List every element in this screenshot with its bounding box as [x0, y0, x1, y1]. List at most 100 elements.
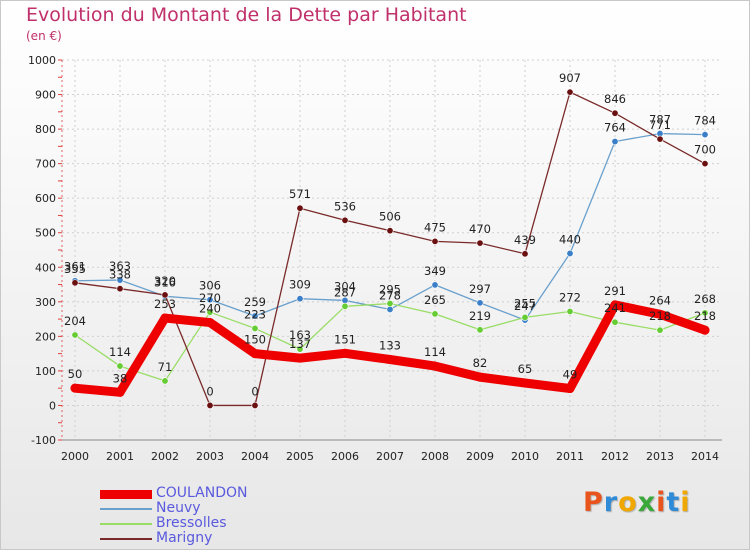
data-point	[565, 384, 575, 394]
data-point	[160, 313, 170, 323]
data-point	[251, 312, 259, 320]
legend-swatch	[100, 508, 152, 510]
data-point	[566, 88, 574, 96]
data-label: 150	[244, 333, 266, 347]
y-tick-label: 600	[35, 192, 56, 205]
data-label: 338	[109, 268, 131, 282]
data-label: 259	[244, 295, 266, 309]
data-point	[206, 401, 214, 409]
data-point	[610, 300, 620, 310]
y-tick-label: 200	[35, 330, 56, 343]
data-point	[251, 324, 259, 332]
data-point	[430, 361, 440, 371]
data-label: 764	[604, 121, 626, 135]
y-tick-label: -100	[31, 434, 56, 447]
data-point	[521, 250, 529, 258]
data-label: 295	[379, 283, 401, 297]
data-label: 49	[563, 368, 578, 382]
x-tick-label: 2004	[241, 450, 269, 463]
legend-label: Marigny	[156, 530, 213, 546]
data-label: 278	[379, 288, 401, 302]
data-label: 204	[64, 314, 86, 328]
data-point	[656, 135, 664, 143]
data-point	[341, 216, 349, 224]
data-label: 71	[158, 360, 173, 374]
x-tick-label: 2006	[331, 450, 359, 463]
data-point	[385, 355, 395, 365]
data-point	[251, 401, 259, 409]
legend-label: Neuvy	[156, 500, 201, 516]
x-tick-label: 2005	[286, 450, 314, 463]
y-tick-label: 900	[35, 89, 56, 102]
y-tick-label: 400	[35, 261, 56, 274]
data-point	[431, 310, 439, 318]
data-point	[116, 276, 124, 284]
data-label: 440	[559, 232, 581, 246]
x-tick-label: 2007	[376, 450, 404, 463]
data-label: 163	[289, 328, 311, 342]
data-point	[205, 318, 215, 328]
data-label: 571	[289, 187, 311, 201]
proxiti-logo: Proxiti	[583, 487, 691, 518]
y-tick-label: 500	[35, 227, 56, 240]
data-point	[206, 296, 214, 304]
data-label: 50	[68, 367, 83, 381]
data-label: 784	[694, 114, 716, 128]
legend-swatch	[100, 489, 152, 499]
data-label: 475	[424, 220, 446, 234]
data-point	[296, 204, 304, 212]
x-tick-label: 2014	[691, 450, 719, 463]
data-label: 272	[559, 290, 581, 304]
legend-item: Neuvy	[100, 500, 360, 516]
data-point	[701, 160, 709, 168]
data-label: 255	[514, 296, 536, 310]
data-point	[431, 237, 439, 245]
data-label: 316	[154, 275, 176, 289]
data-label: 240	[199, 302, 221, 316]
data-point	[206, 308, 214, 316]
data-label: 304	[334, 279, 356, 293]
data-label: 363	[109, 259, 131, 273]
data-point	[386, 227, 394, 235]
data-point	[701, 309, 709, 317]
data-label: 771	[649, 118, 671, 132]
data-label: 65	[518, 362, 533, 376]
data-label: 0	[206, 384, 213, 398]
data-point	[296, 295, 304, 303]
data-point	[476, 239, 484, 247]
x-tick-label: 2009	[466, 450, 494, 463]
data-point	[655, 309, 665, 319]
data-point	[476, 299, 484, 307]
data-label: 287	[334, 285, 356, 299]
data-label: 219	[469, 309, 491, 323]
data-label: 218	[694, 309, 716, 323]
data-label: 82	[473, 356, 488, 370]
data-label: 218	[649, 309, 671, 323]
data-point	[341, 302, 349, 310]
data-point	[521, 313, 529, 321]
data-label: 349	[424, 264, 446, 278]
chart-title: Evolution du Montant de la Dette par Hab…	[26, 4, 467, 26]
data-point	[116, 285, 124, 293]
data-label: 536	[334, 199, 356, 213]
data-point	[611, 318, 619, 326]
x-tick-label: 2002	[151, 450, 179, 463]
chart-subtitle: (en €)	[26, 29, 62, 43]
data-label: 151	[334, 332, 356, 346]
x-tick-label: 2011	[556, 450, 584, 463]
data-point	[566, 307, 574, 315]
data-label: 787	[649, 113, 671, 127]
x-tick-label: 2000	[61, 450, 89, 463]
data-label: 320	[154, 274, 176, 288]
data-label: 223	[244, 307, 266, 321]
x-tick-label: 2012	[601, 450, 629, 463]
y-tick-label: 300	[35, 296, 56, 309]
y-tick-label: 100	[35, 365, 56, 378]
data-point	[116, 362, 124, 370]
data-label: 247	[514, 299, 536, 313]
y-tick-label: 0	[49, 399, 56, 412]
data-point	[71, 331, 79, 339]
data-point	[340, 348, 350, 358]
data-point	[566, 249, 574, 257]
